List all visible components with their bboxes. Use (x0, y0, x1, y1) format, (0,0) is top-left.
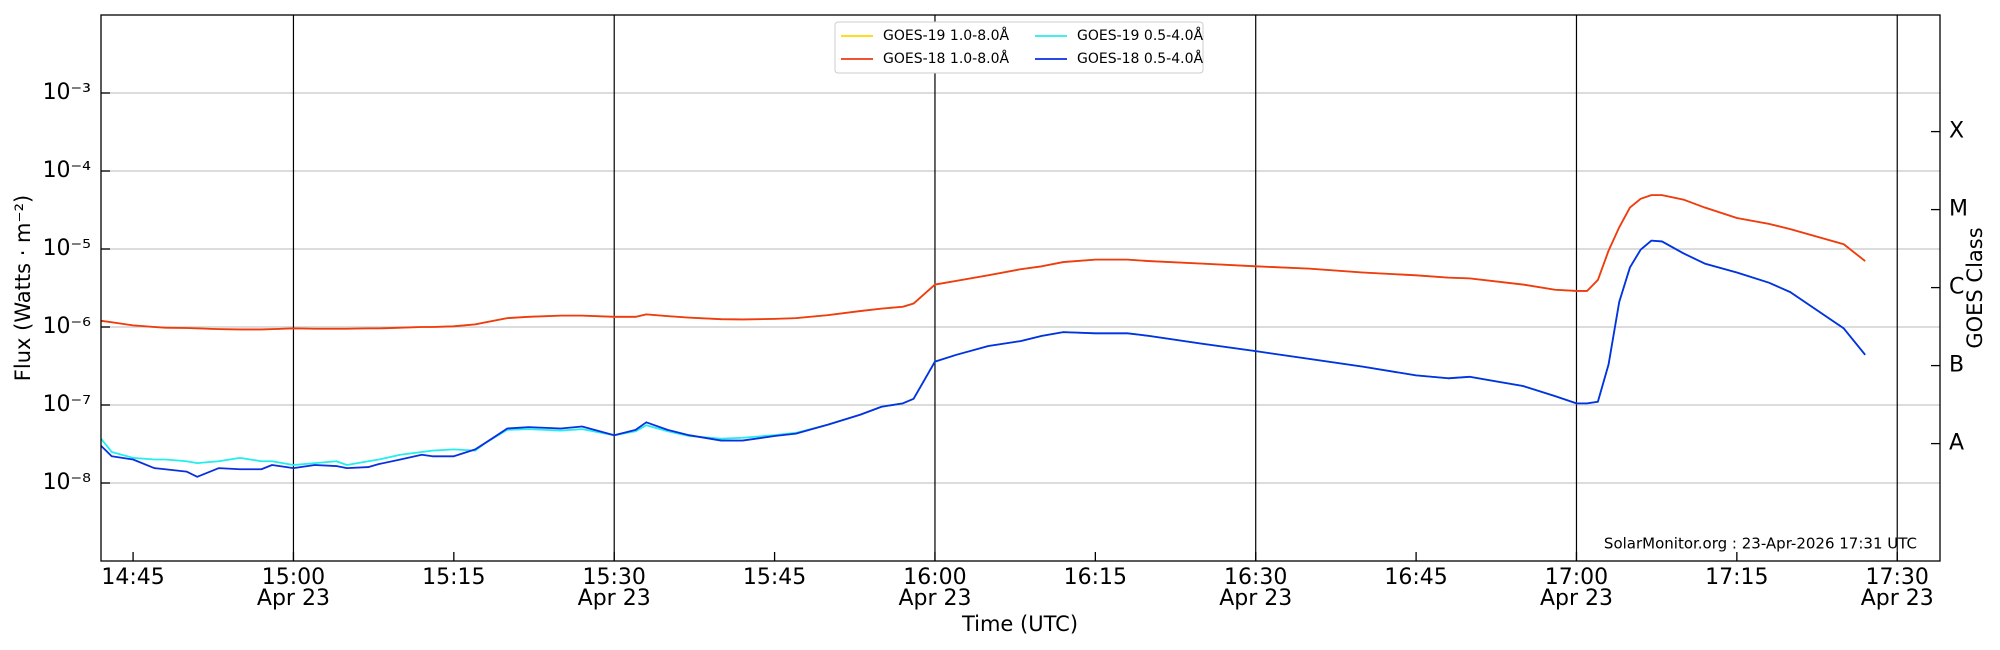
axes-layer: 10⁻⁸ 10⁻⁷ 10⁻⁶ 10⁻⁵ 10⁻⁴ 10⁻³ A B C M X 14:45 15:00 A… (43, 80, 1968, 611)
legend-label: GOES-19 0.5-4.0Å (1077, 27, 1203, 44)
y2-tick-label: M (1949, 197, 1968, 222)
y-tick-label: 10⁻³ (43, 80, 91, 105)
lines-layer (100, 194, 1866, 478)
legend-label: GOES-18 1.0-8.0Å (883, 50, 1009, 67)
x-tick-label: 17:30 Apr 23 (1861, 565, 1934, 611)
y-tick-label: 10⁻⁸ (43, 470, 92, 495)
x-tick-label: 15:45 (743, 565, 806, 590)
y2-tick-label: C (1949, 275, 1964, 300)
legend: GOES-19 1.0-8.0Å GOES-18 1.0-8.0Å GOES-19 … (834, 21, 1204, 74)
y2-tick-label: A (1949, 431, 1964, 456)
annotation: SolarMonitor.org : 23-Apr-2026 17:31 UTC (1604, 535, 1917, 553)
y2-tick-label: X (1949, 119, 1964, 144)
x-tick-label: 17:00 Apr 23 (1540, 565, 1613, 611)
x-tick-label: 14:45 (101, 565, 164, 590)
y2-tick-label: B (1949, 353, 1964, 378)
x-tick-label: 15:15 (422, 565, 485, 590)
x-tick-label: 17:15 (1705, 565, 1768, 590)
series-line (100, 194, 1866, 331)
x-tick-label: 16:00 Apr 23 (898, 565, 971, 611)
series-line (100, 239, 1866, 478)
legend-label: GOES-18 0.5-4.0Å (1077, 50, 1203, 67)
x-tick-label: 15:00 Apr 23 (257, 565, 330, 611)
x-tick-label: 16:30 Apr 23 (1219, 565, 1292, 611)
y-tick-label: 10⁻⁴ (43, 158, 92, 183)
x-tick-label: 16:15 (1064, 565, 1127, 590)
legend-label: GOES-19 1.0-8.0Å (883, 27, 1009, 44)
y-tick-label: 10⁻⁵ (43, 236, 91, 261)
x-axis-label: Time (UTC) (961, 612, 1078, 636)
x-tick-label: 15:30 Apr 23 (578, 565, 651, 611)
y2-axis-label: GOES Class (1963, 227, 1987, 348)
legend-box (834, 21, 1204, 74)
x-tick-label: 16:45 (1384, 565, 1447, 590)
y-tick-label: 10⁻⁶ (43, 314, 92, 339)
y-tick-label: 10⁻⁷ (43, 392, 91, 417)
y-axis-label: Flux (Watts · m⁻²) (11, 195, 35, 381)
